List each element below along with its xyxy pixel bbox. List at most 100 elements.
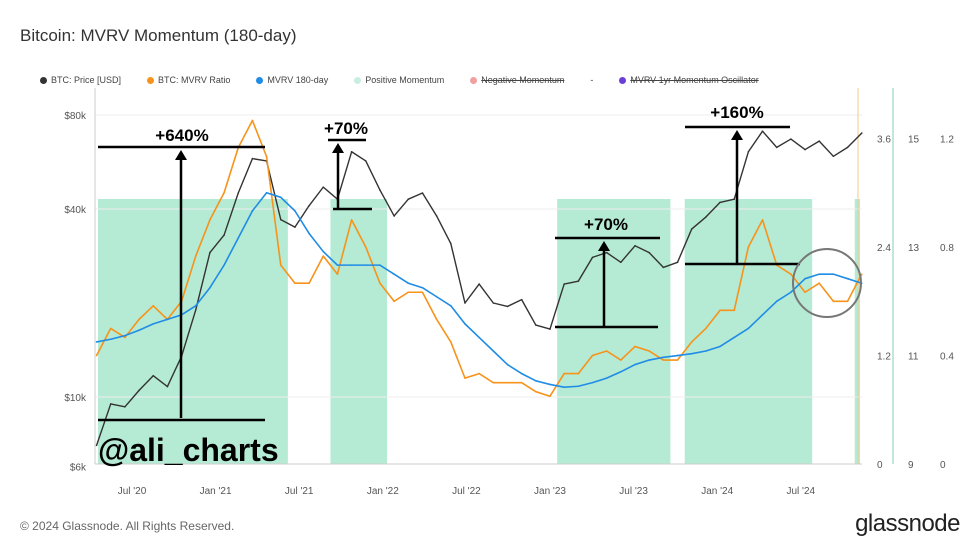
data-point	[308, 232, 310, 235]
positive-momentum-band	[684, 199, 813, 464]
data-point	[662, 356, 665, 359]
data-point	[832, 300, 835, 303]
y-right-tick-label: 1.2	[877, 352, 891, 363]
data-point	[364, 264, 367, 266]
data-point	[95, 444, 98, 447]
data-point	[563, 283, 565, 285]
data-point	[322, 186, 325, 188]
data-point	[464, 377, 466, 379]
arrow-up-icon	[175, 150, 187, 160]
data-point	[676, 359, 679, 361]
x-tick-label: Jan '24	[701, 486, 733, 497]
data-point	[124, 334, 126, 337]
y-right-tick-label: 0.8	[940, 243, 954, 254]
data-point	[605, 251, 608, 254]
data-point	[690, 352, 693, 355]
data-point	[804, 277, 806, 280]
data-point	[138, 389, 140, 392]
x-tick-label: Jul '20	[118, 486, 147, 497]
annotation-label: +70%	[584, 215, 628, 234]
data-point	[450, 341, 452, 343]
positive-momentum-band	[557, 199, 671, 464]
legend-item[interactable]: MVRV 1yr Momentum Oscillator	[619, 75, 759, 85]
legend-item[interactable]: BTC: MVRV Ratio	[147, 75, 230, 85]
data-point	[464, 323, 466, 325]
data-point	[719, 309, 721, 312]
legend-item[interactable]: Negative Momentum	[470, 75, 564, 85]
data-point	[407, 198, 410, 200]
y-right-tick-label: 3.6	[877, 135, 891, 146]
data-point	[535, 324, 537, 326]
data-point	[577, 372, 580, 375]
data-point	[591, 354, 594, 357]
annotation-label: +640%	[155, 126, 208, 145]
data-point	[194, 309, 197, 311]
data-point	[705, 350, 707, 352]
legend-label: BTC: Price [USD]	[51, 75, 122, 85]
data-point	[648, 359, 650, 361]
data-point	[648, 350, 650, 352]
x-tick-label: Jan '21	[200, 486, 232, 497]
data-point	[733, 309, 736, 312]
data-point	[549, 383, 551, 386]
data-point	[577, 385, 580, 388]
data-point	[166, 318, 169, 321]
data-point	[761, 314, 764, 316]
legend-marker-icon	[470, 76, 478, 84]
legend-item[interactable]: BTC: Price [USD]	[40, 75, 121, 85]
data-point	[860, 132, 863, 134]
legend-label: -	[590, 75, 594, 85]
series-mvrv-180-day	[95, 192, 863, 388]
data-point	[421, 291, 424, 294]
legend-item[interactable]: MVRV 180-day	[256, 75, 328, 85]
data-point	[818, 282, 821, 285]
data-point	[478, 336, 480, 339]
positive-momentum-band	[98, 199, 288, 464]
data-point	[237, 192, 240, 194]
data-point	[520, 372, 523, 375]
data-point	[308, 282, 310, 285]
data-point	[506, 381, 509, 384]
y-left-tick-label: $6k	[70, 462, 87, 473]
legend-item[interactable]: Positive Momentum	[354, 75, 444, 85]
data-point	[251, 210, 254, 212]
data-point	[634, 345, 636, 348]
watermark-handle: @ali_charts	[98, 432, 279, 468]
data-point	[549, 328, 551, 330]
data-point	[492, 350, 495, 352]
data-point	[450, 242, 452, 245]
data-point	[719, 345, 721, 348]
data-point	[223, 234, 225, 236]
data-point	[818, 273, 821, 275]
data-point	[393, 215, 395, 217]
data-point	[790, 291, 792, 294]
data-point	[109, 403, 112, 405]
data-point	[109, 327, 112, 330]
data-point	[860, 273, 863, 275]
legend-label: BTC: MVRV Ratio	[158, 75, 231, 85]
y-left-tick-label: $80k	[64, 111, 87, 122]
data-point	[393, 300, 395, 303]
data-point	[279, 196, 282, 199]
legend-marker-icon	[40, 76, 47, 84]
legend-label: MVRV 180-day	[267, 75, 329, 85]
data-point	[648, 251, 650, 254]
data-point	[265, 155, 268, 158]
data-point	[719, 201, 721, 204]
data-point	[435, 318, 438, 321]
data-point	[676, 261, 679, 264]
arrow-up-icon	[598, 241, 610, 251]
y-right-tick-label: 11	[908, 352, 919, 363]
data-point	[620, 359, 622, 361]
data-point	[152, 374, 155, 377]
y-right-tick-label: 0	[877, 460, 883, 471]
data-point	[591, 256, 594, 259]
data-point	[209, 251, 211, 254]
data-point	[322, 255, 325, 257]
legend-item[interactable]: -	[590, 75, 593, 85]
data-point	[194, 255, 197, 257]
x-tick-label: Jul '23	[619, 486, 648, 497]
x-tick-label: Jan '23	[534, 486, 566, 497]
data-point	[336, 264, 339, 266]
